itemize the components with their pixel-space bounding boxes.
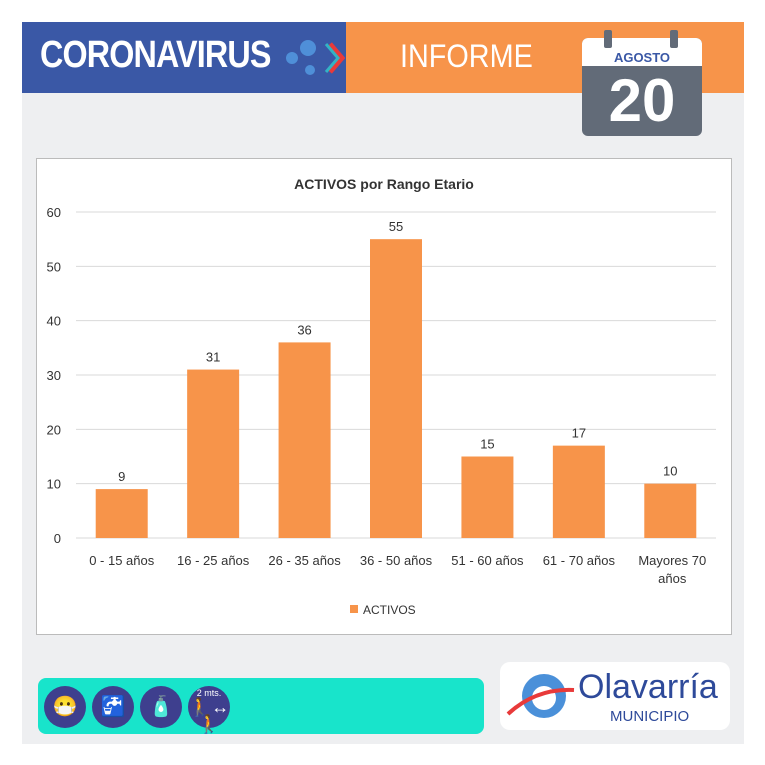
data-label: 15 <box>480 437 494 452</box>
logo-subtitle: MUNICIPIO <box>610 708 690 725</box>
x-tick-label: 0 - 15 años <box>89 553 155 568</box>
legend-label: ACTIVOS <box>363 603 416 617</box>
calendar-ring <box>604 30 612 48</box>
y-tick-label: 10 <box>47 477 61 492</box>
data-label: 36 <box>297 322 311 337</box>
y-tick-label: 0 <box>54 531 61 546</box>
chart-title: ACTIVOS por Rango Etario <box>294 176 474 192</box>
handwash-icon: 🚰 <box>92 686 134 728</box>
distance-label: 2 mts. <box>196 688 222 698</box>
y-tick-label: 30 <box>47 368 61 383</box>
logo-mark-icon <box>506 674 575 718</box>
bar <box>644 483 697 538</box>
x-tick-label: 61 - 70 años <box>543 553 616 568</box>
calendar-ring <box>670 30 678 48</box>
olavarria-logo: Olavarría MUNICIPIO <box>500 662 730 730</box>
data-label: 10 <box>663 464 677 479</box>
bar <box>461 456 514 538</box>
x-tick-label: 16 - 25 años <box>177 553 250 568</box>
header-subtitle: INFORME <box>400 38 533 74</box>
x-tick-label: 26 - 35 años <box>268 553 341 568</box>
bar <box>552 445 605 538</box>
x-tick-label: 51 - 60 años <box>451 553 524 568</box>
calendar-day: 20 <box>608 67 676 134</box>
y-tick-label: 50 <box>47 259 61 274</box>
data-label: 9 <box>118 469 125 484</box>
bar <box>370 239 422 538</box>
legend-swatch <box>350 605 358 613</box>
bar <box>95 489 148 538</box>
distance-icon: 2 mts. 🚶↔🚶 <box>188 686 230 734</box>
data-label: 31 <box>206 350 220 365</box>
virus-icon <box>286 40 346 75</box>
x-tick-label: años <box>658 571 687 586</box>
y-tick-label: 40 <box>47 314 61 329</box>
chart-frame: ACTIVOS por Rango Etario 0 10 20 30 40 50 60 9 0 … <box>36 158 732 635</box>
y-tick-label: 60 <box>47 205 61 220</box>
logo-name: Olavarría <box>578 668 718 706</box>
calendar-month: AGOSTO <box>582 38 702 66</box>
data-label: 17 <box>572 426 586 441</box>
data-label: 55 <box>389 219 403 234</box>
header-title: CORONAVIRUS <box>40 34 271 76</box>
sanitizer-icon: 🧴 <box>140 686 182 728</box>
calendar: AGOSTO 20 <box>582 38 702 136</box>
x-tick-label: 36 - 50 años <box>360 553 433 568</box>
bar <box>187 369 240 538</box>
bar <box>278 342 331 538</box>
x-tick-label: Mayores 70 <box>638 553 706 568</box>
mask-icon: 😷 <box>44 686 86 728</box>
bar-chart: ACTIVOS por Rango Etario 0 10 20 30 40 50 60 9 0 … <box>47 176 716 617</box>
y-tick-label: 20 <box>47 422 61 437</box>
